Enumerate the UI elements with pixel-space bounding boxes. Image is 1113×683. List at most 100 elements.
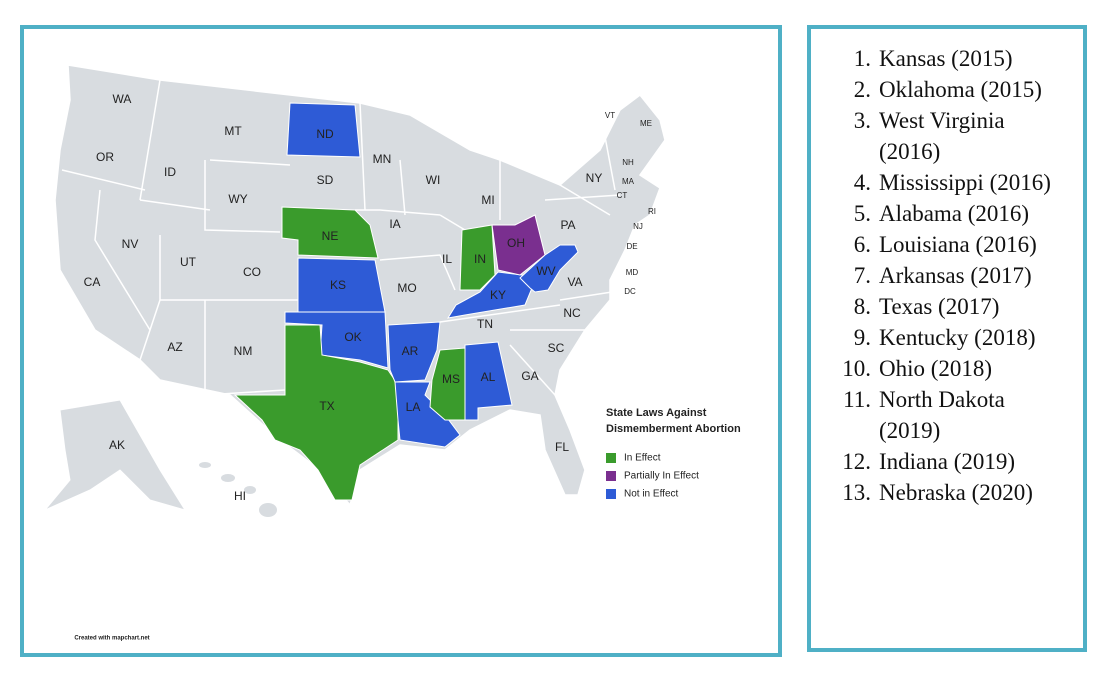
state-label: NE [322,229,339,243]
state-fill [459,224,496,291]
legend: State Laws Against Dismemberment Abortion… [606,407,741,500]
list-number: 13. [842,480,871,505]
list-text: Mississippi (2016) [879,170,1051,195]
state-label: NC [563,306,581,320]
state-label: DE [626,242,637,251]
state-label: FL [555,440,569,454]
list-text: Arkansas (2017) [879,263,1032,288]
list-text: Nebraska (2020) [879,480,1033,505]
list-number: 7. [853,263,871,288]
legend-swatch [606,471,616,481]
state-label: RI [648,207,656,216]
state-label: VT [605,111,615,120]
state-fill [233,324,399,501]
list-item: 4. Mississippi (2016) [835,167,1061,198]
list-panel: 1. Kansas (2015) 2. Oklahoma (2015) 3. West V… [807,25,1087,652]
legend-title: Dismemberment Abortion [606,423,741,435]
state-labels: WA OR CA ID NV MT WY UT AZ CO NM ND SD NE KS OK TX MN IA MO… [84,92,656,503]
state-fill [286,102,361,158]
state-label: HI [234,489,246,503]
state-label: WY [228,192,247,206]
state-label: MN [373,152,392,166]
list-text: Louisiana (2016) [879,232,1037,257]
state-label: CT [617,191,628,200]
state-label: PA [560,218,575,232]
state-label: WA [113,92,132,106]
list-number: 8. [853,294,871,319]
list-text: Texas (2017) [879,294,1000,319]
legend-label: Partially In Effect [624,471,699,482]
state-label: ND [316,127,334,141]
list-item: 5. Alabama (2016) [835,198,1061,229]
state-label: AK [109,438,125,452]
credit: Created with mapchart.net [74,636,149,642]
state-fill [281,206,379,259]
state-label: ID [164,165,176,179]
state-label: IL [442,252,452,266]
state-fill [284,311,389,369]
state-label: OK [344,330,361,344]
state-label: DC [624,287,636,296]
list-item: 1. Kansas (2015) [835,43,1061,74]
state-label: SC [548,341,565,355]
list-item: 7. Arkansas (2017) [835,260,1061,291]
state-label: AR [402,344,419,358]
state-fill [519,244,579,293]
state-label: VA [567,275,582,289]
state-label: NV [122,237,139,251]
state-label: UT [180,255,197,269]
state-label: KS [330,278,346,292]
state-label: KY [490,288,506,302]
list-number: 11. [843,387,871,412]
colored-states [233,102,579,501]
list-number: 9. [853,325,871,350]
list-item: 12. Indiana (2019) [835,446,1061,477]
state-label: MI [481,193,494,207]
map: WA OR CA ID NV MT WY UT AZ CO NM ND SD NE KS OK TX MN IA MO… [44,64,741,642]
list-number: 12. [842,449,871,474]
list-text: Kansas (2015) [879,46,1013,71]
list-number: 6. [853,232,871,257]
legend-swatch [606,489,616,499]
state-label: CO [243,265,261,279]
state-label: NM [234,344,253,358]
legend-swatch [606,453,616,463]
state-label: MD [626,268,639,277]
state-fill [387,321,441,383]
list-item: 13. Nebraska (2020) [835,477,1061,508]
state-label: NH [622,158,634,167]
list-item: 11. North Dakota (2019) [835,384,1061,446]
state-label: NY [586,171,603,185]
legend-label: Not in Effect [624,489,679,500]
state-label: OH [507,236,525,250]
list-item: 2. Oklahoma (2015) [835,74,1061,105]
state-label: MT [224,124,242,138]
list-item: 3. West Virginia (2016) [835,105,1061,167]
map-panel: WA OR CA ID NV MT WY UT AZ CO NM ND SD NE KS OK TX MN IA MO… [20,25,782,657]
list-number: 5. [853,201,871,226]
state-label: WV [536,264,555,278]
state-fill [464,341,513,421]
list-item: 10. Ohio (2018) [835,353,1061,384]
state-label: NJ [633,222,643,231]
list-item: 6. Louisiana (2016) [835,229,1061,260]
legend-title: State Laws Against [606,407,707,419]
state-fill [394,381,461,448]
state-label: WI [426,173,441,187]
list-number: 3. [853,108,871,133]
state-label: IA [389,217,400,231]
list-text: Alabama (2016) [879,201,1030,226]
state-fill [446,271,533,319]
state-label: AL [481,370,496,384]
list-number: 10. [842,356,871,381]
state-label: IN [474,252,486,266]
state-label: MA [622,177,635,186]
state-label: LA [406,400,421,414]
state-label: MO [397,281,416,295]
list: 1. Kansas (2015) 2. Oklahoma (2015) 3. West V… [835,43,1061,508]
list-text: Kentucky (2018) [879,325,1036,350]
state-label: AZ [167,340,182,354]
list-text: Indiana (2019) [879,449,1016,474]
state-label: ME [640,119,652,128]
